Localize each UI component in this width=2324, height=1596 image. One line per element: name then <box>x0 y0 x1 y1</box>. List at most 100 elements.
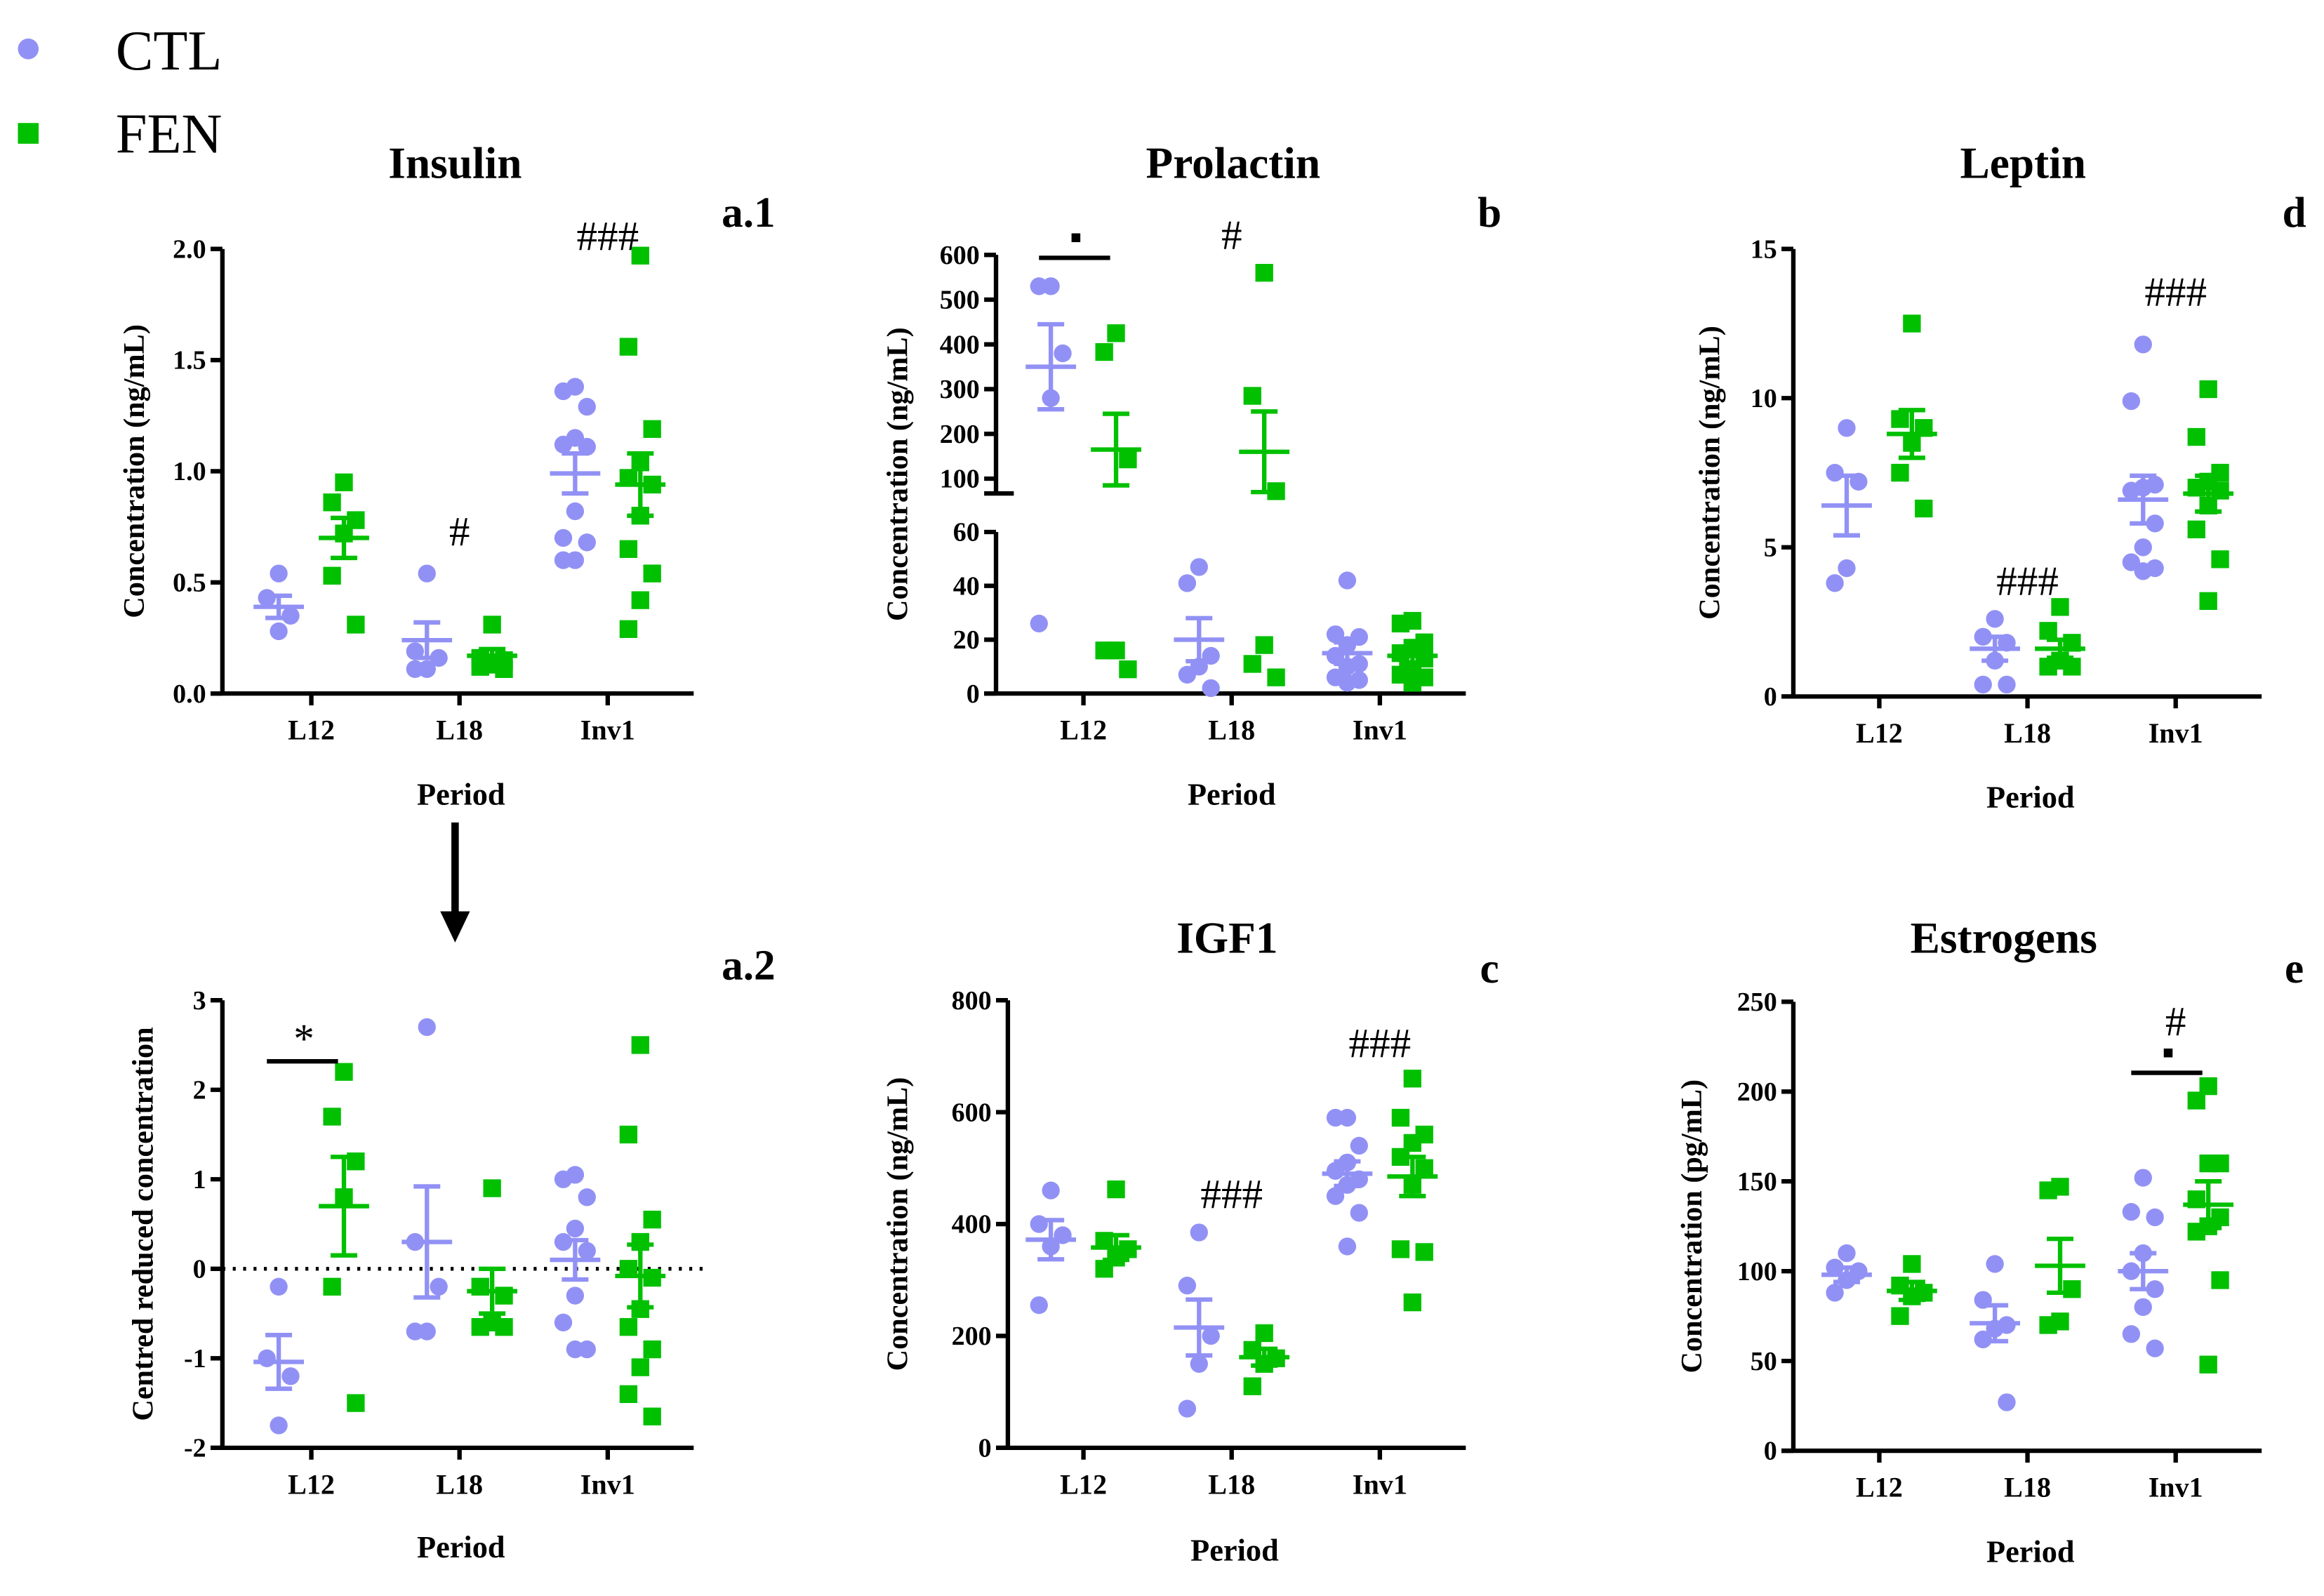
ctl-point <box>1350 1204 1368 1222</box>
panel-title: Estrogens <box>1911 914 2097 963</box>
y-tick-label: 0 <box>1764 1437 1777 1466</box>
ctl-point <box>566 502 585 521</box>
fen-point <box>643 564 661 583</box>
fen-point <box>1095 641 1113 660</box>
ctl-point <box>406 1322 425 1341</box>
panel-a1: 0.0 0.5 1.0 1.5 2.0 L12 L18 Inv1 Insulin a.1 Perio… <box>118 138 776 811</box>
ctl-point <box>578 533 596 552</box>
ctl-point <box>1190 1355 1208 1373</box>
ctl-point <box>1826 463 1844 482</box>
y-tick-label: 100 <box>1737 1257 1777 1286</box>
panel-label: c <box>1480 945 1499 992</box>
y-tick-label: 0 <box>967 679 980 709</box>
fen-point <box>2211 481 2229 500</box>
fen-point <box>1391 1108 1410 1127</box>
fen-point <box>1255 636 1273 654</box>
ctl-point <box>1178 1277 1197 1295</box>
x-tick-label: Inv1 <box>580 1468 635 1500</box>
fen-point <box>471 1318 489 1336</box>
x-tick-label: L18 <box>436 1468 483 1500</box>
significance-annotation: ### <box>1200 1171 1263 1217</box>
ctl-point <box>2134 1298 2152 1317</box>
significance-annotation: # <box>2165 998 2186 1044</box>
ctl-point <box>1202 679 1220 698</box>
x-tick-label: Inv1 <box>580 714 635 746</box>
fen-point <box>2199 1154 2217 1173</box>
panel-label: d <box>2283 189 2306 237</box>
fen-point <box>1095 1260 1113 1278</box>
fen-point <box>495 1318 513 1336</box>
ctl-point <box>406 660 425 678</box>
y-axis-label: Concentration (ng/mL) <box>1693 326 1726 620</box>
fen-point <box>1391 614 1410 633</box>
ctl-point <box>1178 574 1197 592</box>
ctl-point <box>1030 277 1048 295</box>
x-tick-label: L18 <box>2004 717 2051 749</box>
fen-point <box>347 1394 365 1412</box>
fen-point <box>2051 598 2069 616</box>
fen-point <box>2199 1355 2217 1374</box>
ctl-point <box>418 1018 436 1037</box>
fen-point <box>1243 655 1261 673</box>
fen-point <box>1415 1243 1433 1261</box>
ctl-point <box>554 551 573 569</box>
x-tick-label: L18 <box>436 714 483 746</box>
y-tick-label: 5 <box>1764 533 1777 562</box>
ctl-point <box>1178 1399 1197 1418</box>
legend-ctl-label: CTL <box>116 20 223 82</box>
fen-point <box>2199 380 2217 399</box>
fen-point <box>335 473 353 491</box>
ctl-point <box>1326 1162 1345 1180</box>
fen-point <box>631 1036 649 1054</box>
ctl-point <box>2134 1169 2152 1187</box>
ctl-point <box>1998 1393 2016 1411</box>
y-tick-label: -1 <box>184 1344 206 1374</box>
fen-point <box>1107 324 1125 343</box>
y-tick-label: 250 <box>1737 987 1777 1017</box>
y-axis-label: Centred reduced concentration <box>127 1027 160 1421</box>
y-tick-label: 0 <box>1764 682 1777 712</box>
fen-point <box>1915 499 1933 518</box>
ctl-point <box>2134 538 2152 557</box>
y-tick-label: 10 <box>1751 384 1777 413</box>
panel-a2: -2 -1 0 1 2 3 L12 L18 Inv1 a.2 Period Centred reduc… <box>127 942 776 1564</box>
fen-point <box>1403 674 1421 692</box>
ctl-point <box>578 1242 596 1260</box>
ctl-point <box>1998 675 2016 694</box>
ctl-point <box>281 1367 300 1385</box>
fen-point <box>2199 592 2217 611</box>
legend-fen-label: FEN <box>116 103 223 165</box>
panel-title: IGF1 <box>1176 914 1277 963</box>
y-tick-label: 0 <box>193 1254 206 1284</box>
y-tick-label: 300 <box>940 375 980 404</box>
fen-point <box>619 540 638 558</box>
legend: CTL FEN <box>18 20 222 165</box>
x-axis-label: Period <box>1986 1534 2075 1569</box>
ctl-point <box>578 1188 596 1206</box>
fen-point <box>2039 1316 2057 1334</box>
x-tick-label: Inv1 <box>1353 1468 1407 1500</box>
ctl-point <box>2122 392 2141 411</box>
ctl-point <box>270 622 288 641</box>
x-axis-label: Period <box>1188 777 1276 812</box>
panel-label: e <box>2285 945 2304 992</box>
ctl-point <box>1826 574 1844 592</box>
x-axis-label: Period <box>417 777 505 812</box>
y-tick-label: 200 <box>1737 1077 1777 1107</box>
y-tick-label: 1 <box>193 1165 206 1195</box>
ctl-point <box>2134 335 2152 354</box>
ctl-point <box>1030 614 1048 633</box>
fen-point <box>2211 1271 2229 1289</box>
y-tick-label: 40 <box>953 571 980 601</box>
ctl-point <box>1326 625 1345 644</box>
x-axis-label: Period <box>1190 1532 1279 1567</box>
fen-point <box>1255 1324 1273 1343</box>
y-axis-label: Concentration (ng/mL) <box>118 324 151 618</box>
fen-point <box>483 1179 501 1197</box>
ctl-point <box>1030 1215 1048 1233</box>
y-tick-label: 500 <box>940 286 980 315</box>
ctl-point <box>1974 675 1992 694</box>
y-tick-label: 50 <box>1751 1347 1777 1376</box>
fen-point <box>323 566 341 585</box>
fen-point <box>1903 1255 1921 1273</box>
